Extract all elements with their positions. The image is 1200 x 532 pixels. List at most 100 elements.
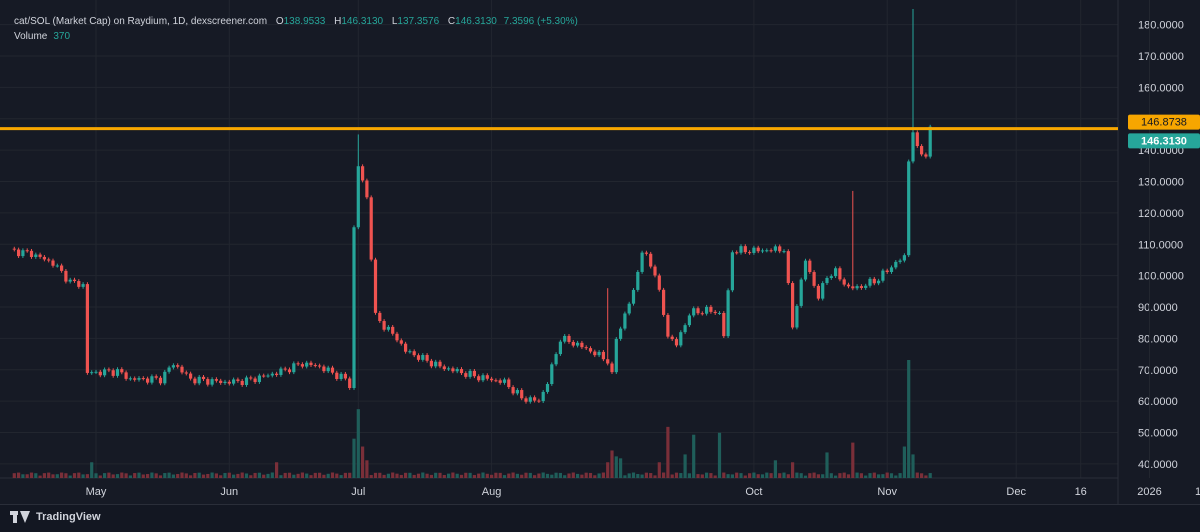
candle-body: [189, 373, 193, 379]
candle-body: [864, 285, 868, 288]
volume-bar: [309, 475, 313, 478]
candle-body: [137, 378, 141, 380]
volume-bar: [206, 473, 210, 478]
x-tick-label: Jun: [220, 486, 238, 498]
volume-bar: [889, 473, 894, 478]
candle-body: [670, 336, 674, 340]
candle-body: [567, 335, 571, 342]
volume-bar: [279, 475, 283, 478]
y-tick-label: 50.0000: [1138, 428, 1178, 440]
volume-bar: [257, 472, 261, 478]
candle-body: [803, 260, 808, 280]
candle-body: [382, 321, 386, 330]
y-tick-label: 110.0000: [1138, 239, 1183, 251]
candle-body: [683, 325, 687, 333]
volume-bar: [825, 452, 829, 478]
volume-bar: [421, 472, 425, 478]
candle-body: [64, 270, 68, 282]
volume-bar: [877, 474, 881, 478]
volume-bar: [477, 473, 481, 478]
volume-bar: [313, 472, 317, 478]
volume-bar: [722, 472, 726, 478]
volume-bar: [21, 474, 25, 478]
volume-bar: [649, 473, 653, 478]
volume-bar: [330, 472, 335, 478]
candle-body: [425, 354, 429, 361]
volume-bar: [567, 473, 571, 478]
candle-body: [60, 265, 64, 271]
volume-bar: [369, 475, 373, 478]
candle-body: [214, 379, 218, 381]
volume-bar: [386, 473, 390, 478]
tradingview-logo[interactable]: TradingView: [10, 511, 101, 523]
volume-bar: [352, 438, 356, 478]
x-tick-label: Aug: [482, 486, 502, 498]
volume-bar: [769, 473, 773, 478]
candle-body: [296, 363, 300, 365]
volume-bar: [915, 472, 919, 478]
volume-bar: [601, 472, 605, 478]
volume-bar: [799, 473, 803, 478]
candle-body: [412, 351, 416, 356]
volume-bar: [141, 474, 145, 478]
candle-body: [881, 270, 885, 281]
volume-bar: [485, 473, 489, 478]
volume-bar: [533, 475, 537, 478]
volume-bar: [687, 473, 691, 478]
volume-bar: [584, 472, 588, 478]
volume-bar: [803, 475, 808, 478]
candlestick-chart[interactable]: 40.0000 50.0000 60.0000 70.0000 80.0000 90.00…: [0, 0, 1200, 504]
candle-body: [158, 377, 163, 384]
candle-body: [55, 265, 59, 267]
volume-bar: [748, 473, 752, 478]
volume-bar: [597, 473, 601, 478]
candle-body: [141, 378, 145, 380]
candle-body: [545, 384, 550, 392]
volume-bar: [318, 472, 322, 478]
candle-body: [511, 387, 515, 394]
candle-body: [760, 250, 765, 252]
candle-body: [722, 312, 726, 337]
candle-body: [743, 246, 747, 253]
volume-bar: [808, 473, 812, 478]
volume-bar: [554, 472, 558, 478]
candle-body: [404, 343, 408, 352]
candle-body: [550, 364, 554, 385]
y-tick-label: 80.0000: [1138, 333, 1178, 345]
volume-bar: [730, 474, 734, 478]
symbol-label[interactable]: cat/SOL (Market Cap) on Raydium, 1D, dex…: [14, 16, 268, 27]
y-tick-label: 90.0000: [1138, 302, 1178, 314]
volume-bar: [692, 434, 696, 478]
volume-bar: [907, 360, 911, 478]
volume-bar: [455, 473, 459, 478]
volume-bar: [537, 473, 541, 478]
volume-bar: [12, 473, 16, 478]
candle-body: [146, 378, 150, 383]
candle-body: [601, 351, 605, 360]
last-price-tag: [1128, 133, 1200, 149]
x-tick-label: 16: [1075, 486, 1087, 498]
candle-body: [662, 289, 666, 315]
volume-bar: [287, 472, 292, 478]
candle-body: [103, 369, 107, 376]
volume-bar: [262, 474, 266, 478]
volume-bar: [120, 472, 124, 478]
volume-bar: [683, 454, 687, 478]
open-label: O: [275, 16, 284, 27]
candle-body: [287, 369, 292, 373]
volume-bar: [399, 474, 403, 478]
candle-body: [520, 390, 524, 399]
candle-body: [838, 268, 842, 280]
candle-body: [47, 259, 51, 261]
volume-bar: [429, 474, 433, 478]
volume-bar: [124, 473, 128, 478]
candle-body: [128, 378, 132, 380]
candle-body: [554, 354, 558, 365]
volume-label[interactable]: Volume: [14, 31, 48, 42]
volume-bar: [868, 473, 872, 478]
candle-body: [627, 303, 631, 314]
volume-bar: [627, 473, 631, 478]
y-tick-label: 160.0000: [1138, 82, 1184, 94]
candle-body: [455, 369, 459, 372]
